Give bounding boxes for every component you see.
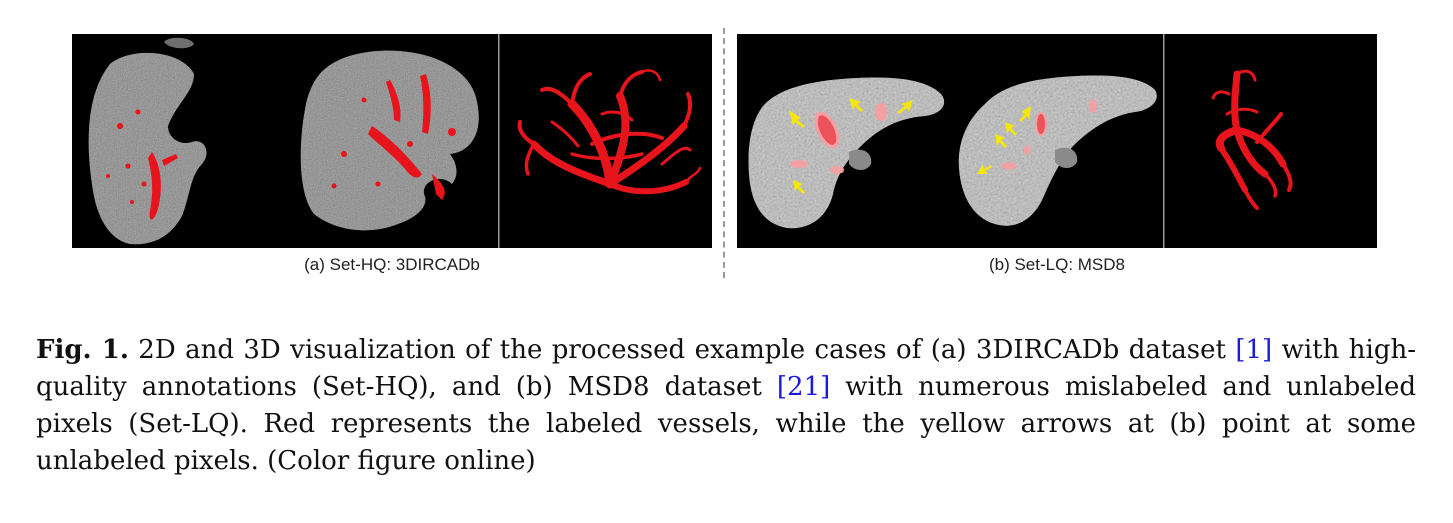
lq-slice-1 — [748, 77, 945, 229]
panel-separator — [723, 28, 725, 278]
figure-label: Fig. 1. — [36, 335, 129, 365]
lq-3d-vessel-rendering — [1211, 69, 1293, 210]
lq-slice-2-arrows — [977, 106, 1031, 174]
lq-view-divider — [1163, 34, 1165, 248]
lq-slice-1-arrows — [789, 98, 913, 194]
hq-3d-vessel-rendering — [517, 69, 702, 195]
panel-b-image — [737, 34, 1377, 248]
hq-view-divider — [498, 34, 500, 248]
subcaption-a: (a) Set-HQ: 3DIRCADb — [304, 255, 480, 274]
panel-b-svg — [748, 34, 1293, 248]
citation-link-21[interactable]: [21] — [776, 372, 831, 402]
citation-link-1[interactable]: [1] — [1235, 335, 1273, 365]
figure-caption: Fig. 1. 2D and 3D visualization of the p… — [36, 332, 1416, 480]
hq-slice-1 — [88, 37, 207, 245]
panel-a-svg — [88, 34, 702, 248]
caption-text-3: with numerous mislabeled and unlabeled p… — [36, 372, 1416, 476]
panel-a-image — [72, 34, 712, 248]
lq-slice-2 — [958, 75, 1157, 226]
subcaption-b: (b) Set-LQ: MSD8 — [988, 255, 1126, 274]
caption-text-2: with high-quality annotations (Set-HQ), … — [36, 335, 1417, 402]
caption-text-1: 2D and 3D visualization of the processed… — [128, 335, 1236, 365]
hq-slice-2 — [300, 50, 479, 231]
